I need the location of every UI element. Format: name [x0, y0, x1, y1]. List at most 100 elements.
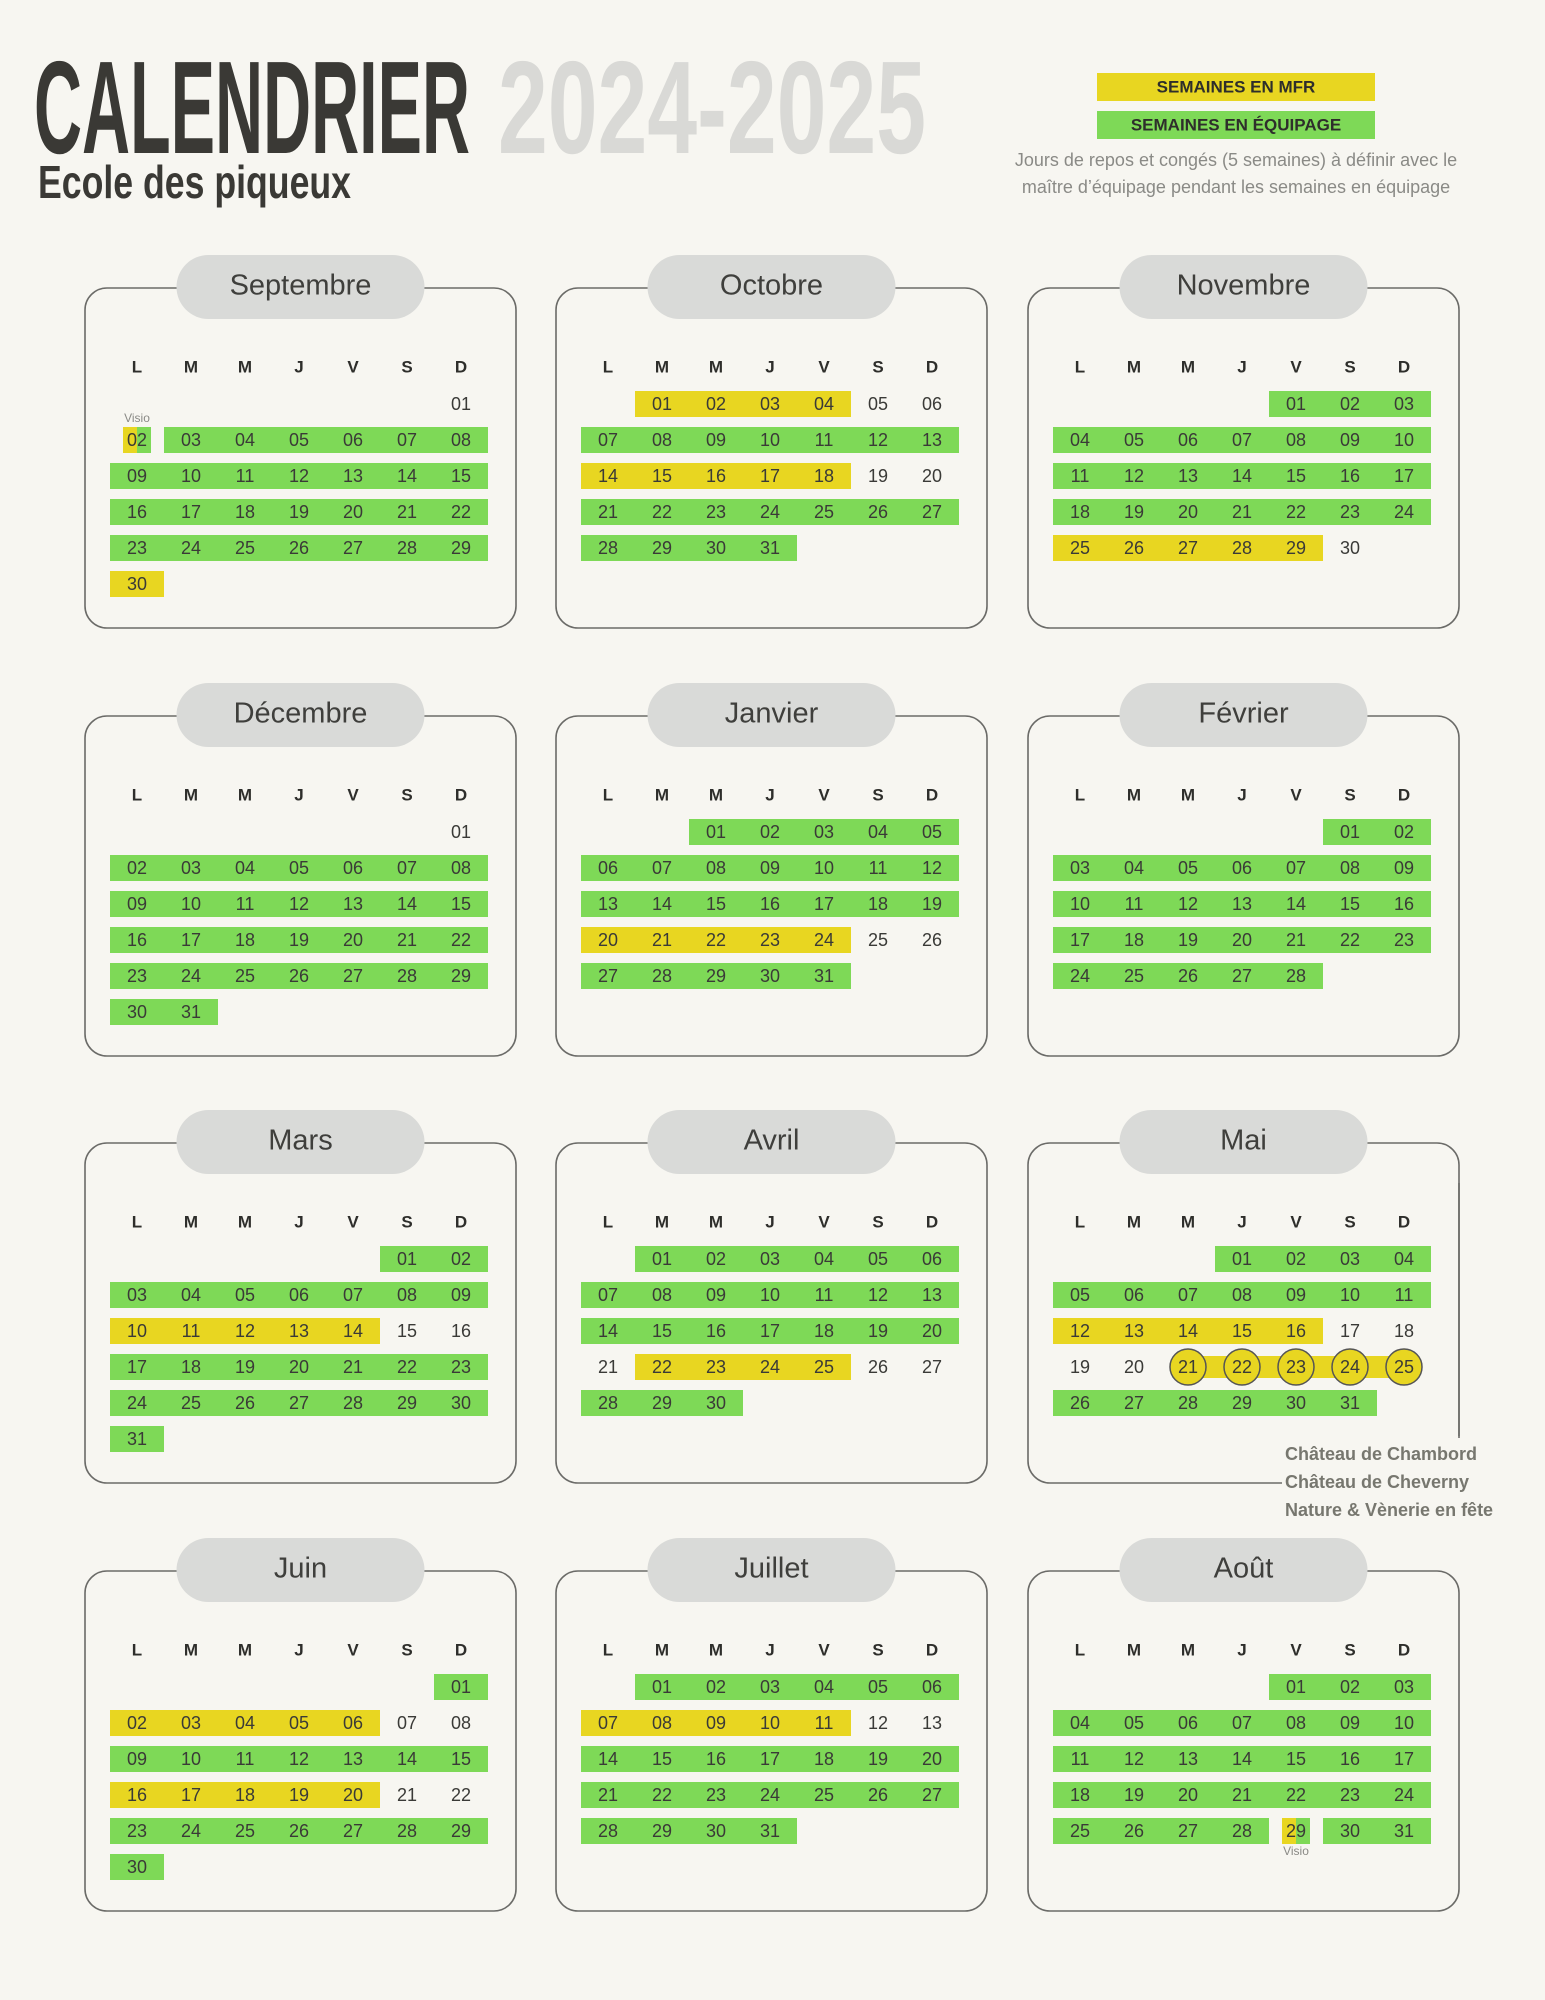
weekday: M: [655, 357, 669, 376]
equipage-day: [434, 891, 488, 917]
day-number: 20: [922, 1749, 942, 1769]
day-number: 11: [1125, 894, 1144, 914]
weekday: S: [872, 1640, 883, 1659]
equipage-day: [689, 963, 743, 989]
equipage-day: [1161, 427, 1215, 453]
day-number: 05: [289, 858, 309, 878]
weekday: L: [132, 785, 142, 804]
day-number: 04: [235, 858, 255, 878]
day-number: 10: [814, 858, 834, 878]
day-number: 09: [1286, 1285, 1306, 1305]
equipage-day: [164, 499, 218, 525]
mfr-day: [1107, 1318, 1161, 1344]
month-name: Novembre: [1177, 270, 1311, 302]
equipage-day: [1053, 427, 1107, 453]
equipage-day: [851, 819, 905, 845]
day-number: 15: [1286, 1749, 1306, 1769]
equipage-day: [1323, 499, 1377, 525]
month-tab: [176, 1110, 425, 1174]
month-name: Avril: [744, 1125, 800, 1157]
equipage-day: [218, 1354, 272, 1380]
equipage-day: [905, 499, 959, 525]
mfr-day: [272, 1710, 326, 1736]
day-number: 12: [868, 1285, 888, 1305]
equipage-day: [1377, 1818, 1431, 1844]
equipage-day: [1215, 891, 1269, 917]
day-number: 10: [1340, 1285, 1360, 1305]
day-number: 06: [343, 858, 363, 878]
day-number: 16: [706, 1749, 726, 1769]
equipage-day: [743, 819, 797, 845]
day-number: 06: [922, 1249, 942, 1269]
day-number: 18: [814, 466, 834, 486]
equipage-day: [326, 891, 380, 917]
legend-swatch: [1097, 73, 1375, 101]
weekday: J: [294, 357, 303, 376]
day-number: 30: [1340, 1821, 1360, 1841]
mfr-day: [797, 463, 851, 489]
weekday: L: [1075, 1212, 1085, 1231]
month-tab: [647, 683, 896, 747]
equipage-day: [743, 855, 797, 881]
day-number: 11: [815, 430, 834, 450]
day-number: 07: [1232, 430, 1252, 450]
day-number: 01: [451, 1677, 471, 1697]
day-number: 26: [868, 1785, 888, 1805]
equipage-day: [1323, 1674, 1377, 1700]
day-number: 09: [127, 894, 147, 914]
day-number: 12: [1124, 1749, 1144, 1769]
day-number: 03: [181, 1713, 201, 1733]
day-number: 16: [127, 502, 147, 522]
equipage-day: [218, 499, 272, 525]
weekday: L: [132, 357, 142, 376]
day-number: 06: [1124, 1285, 1144, 1305]
equipage-day: [905, 1674, 959, 1700]
month-tab: [1119, 683, 1368, 747]
day-number: 03: [127, 1285, 147, 1305]
day-number: 07: [598, 1713, 618, 1733]
day-number: 16: [127, 930, 147, 950]
weekday: L: [603, 1212, 613, 1231]
equipage-day: [743, 1746, 797, 1772]
day-number: 25: [1124, 966, 1144, 986]
day-number: 24: [181, 1821, 201, 1841]
weekday: D: [455, 357, 467, 376]
day-number: 09: [1394, 858, 1414, 878]
day-number: 11: [869, 858, 888, 878]
day-number: 06: [1178, 1713, 1198, 1733]
annotation-bg: [1282, 1438, 1545, 1528]
equipage-day: [743, 891, 797, 917]
equipage-day: [851, 427, 905, 453]
equipage-day: [1269, 1282, 1323, 1308]
day-number: 21: [343, 1357, 363, 1377]
day-number: 04: [814, 1249, 834, 1269]
day-number: 04: [235, 430, 255, 450]
day-number: 29: [451, 538, 471, 558]
day-number: 15: [652, 1321, 672, 1341]
equipage-day: [1215, 499, 1269, 525]
weekday: J: [1237, 1212, 1246, 1231]
mfr-day: [797, 927, 851, 953]
equipage-day: [1161, 855, 1215, 881]
day-number: 07: [1232, 1713, 1252, 1733]
day-number: 16: [1394, 894, 1414, 914]
equipage-day: [1161, 1282, 1215, 1308]
equipage-day: [581, 1818, 635, 1844]
day-number: 10: [127, 1321, 147, 1341]
day-number: 14: [1232, 1749, 1252, 1769]
equipage-day: [272, 927, 326, 953]
equipage-day: [434, 1282, 488, 1308]
equipage-day: [905, 1246, 959, 1272]
day-number: 25: [235, 538, 255, 558]
day-number: 10: [1394, 1713, 1414, 1733]
equipage-day: [1161, 1390, 1215, 1416]
day-number: 03: [760, 394, 780, 414]
mfr-day: [743, 463, 797, 489]
weekday: M: [1181, 357, 1195, 376]
day-number: 10: [760, 1713, 780, 1733]
weekday: S: [872, 357, 883, 376]
day-number: 14: [1178, 1321, 1198, 1341]
day-number: 04: [814, 1677, 834, 1697]
equipage-day: [1107, 855, 1161, 881]
month-name: Août: [1214, 1553, 1274, 1585]
